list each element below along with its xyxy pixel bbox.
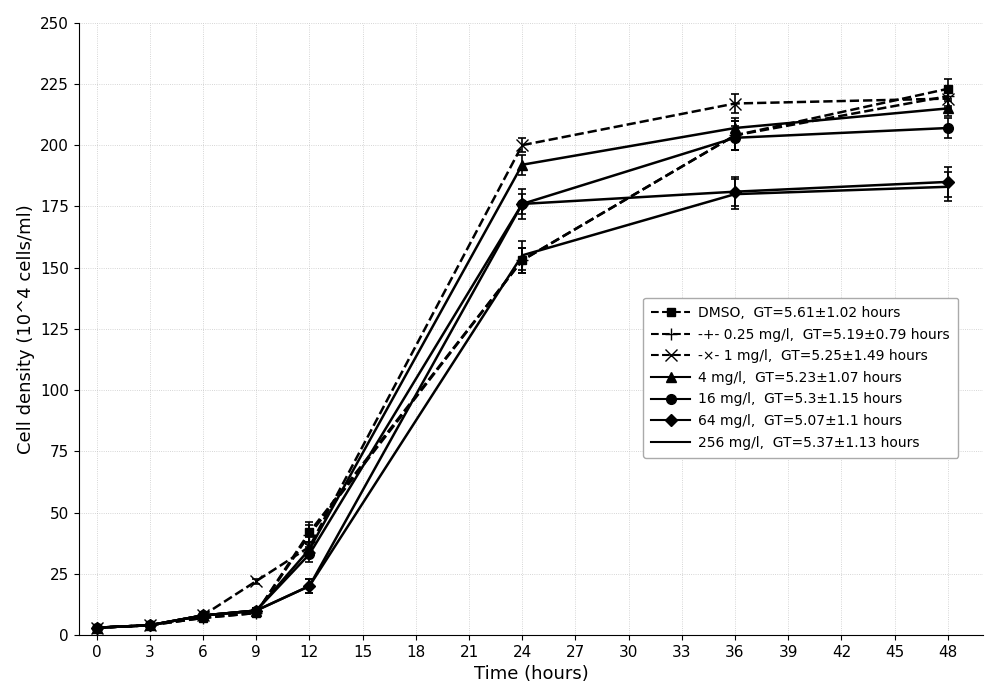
Y-axis label: Cell density (10^4 cells/ml): Cell density (10^4 cells/ml) [17, 204, 35, 454]
X-axis label: Time (hours): Time (hours) [474, 665, 588, 683]
Legend: DMSO,  GT=5.61±1.02 hours, -+- 0.25 mg/l,  GT=5.19±0.79 hours, -×- 1 mg/l,  GT=5: DMSO, GT=5.61±1.02 hours, -+- 0.25 mg/l,… [643, 298, 958, 458]
